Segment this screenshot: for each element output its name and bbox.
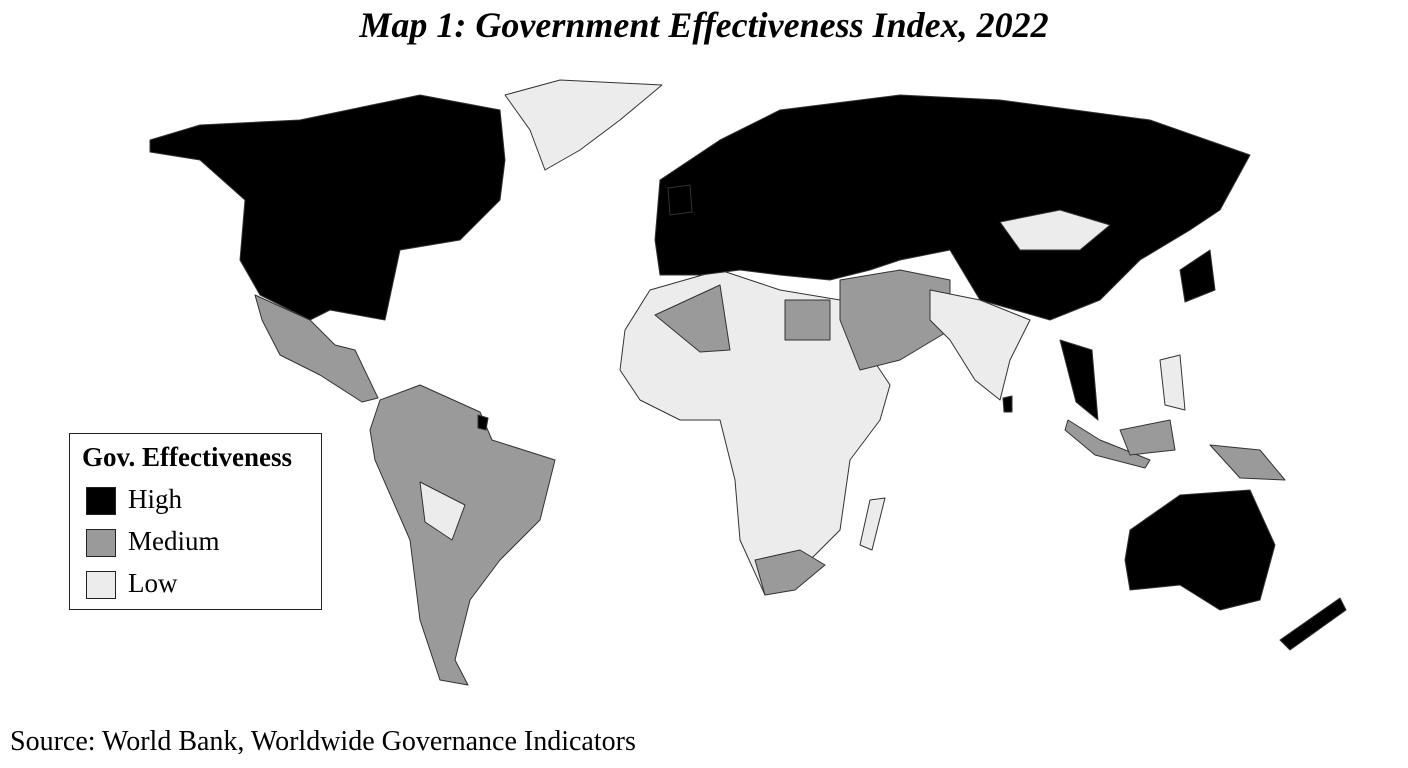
region — [1119, 419, 1176, 456]
region — [1209, 444, 1286, 481]
region — [1059, 339, 1099, 421]
region — [859, 497, 886, 551]
legend: Gov. Effectiveness High Medium Low — [69, 433, 322, 610]
region — [254, 294, 379, 403]
region — [1159, 354, 1186, 411]
region — [654, 94, 1251, 321]
legend-label: Low — [128, 568, 178, 598]
region — [999, 209, 1111, 251]
region — [754, 549, 826, 596]
region — [1002, 395, 1013, 413]
region — [1179, 249, 1216, 303]
legend-swatch — [86, 529, 116, 557]
map-title: Map 1: Government Effectiveness Index, 2… — [359, 5, 1049, 45]
legend-label: Medium — [128, 526, 220, 556]
region — [369, 384, 556, 686]
legend-title: Gov. Effectiveness — [82, 442, 292, 472]
region — [1279, 597, 1347, 651]
region — [784, 299, 831, 341]
region — [654, 284, 731, 353]
source-note: Source: World Bank, Worldwide Governance… — [10, 726, 636, 757]
region — [619, 269, 891, 596]
region — [667, 184, 693, 216]
region — [1064, 419, 1151, 469]
region — [929, 289, 1031, 401]
legend-swatch — [86, 571, 116, 599]
region — [1124, 489, 1276, 611]
legend-label: High — [128, 484, 182, 514]
region — [419, 481, 466, 541]
region — [477, 414, 489, 431]
legend-swatch — [86, 487, 116, 515]
region — [504, 79, 663, 171]
region — [149, 94, 506, 321]
region — [839, 269, 951, 371]
